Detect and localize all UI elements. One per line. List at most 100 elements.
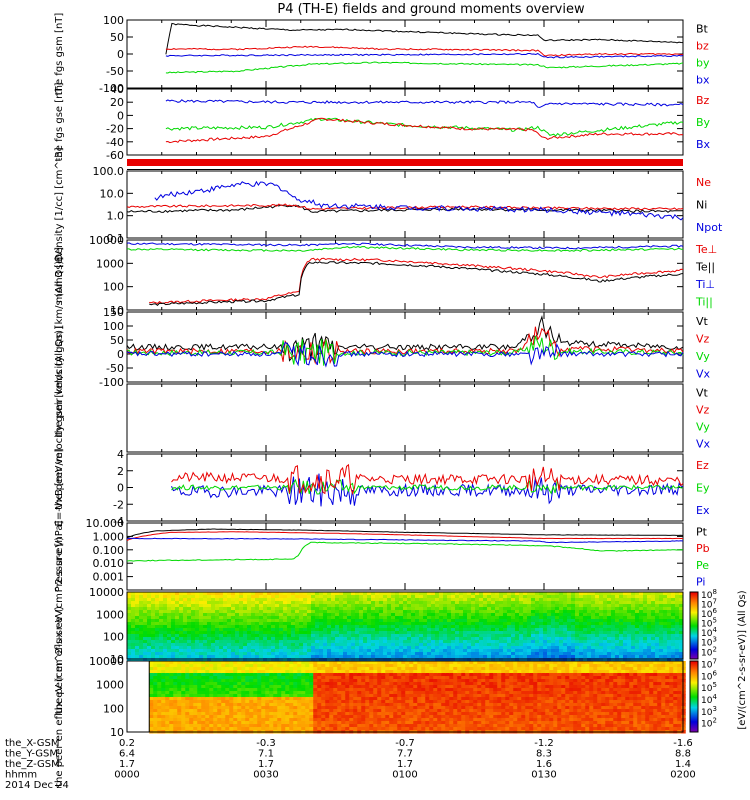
spectrogram-cell [263,592,268,596]
spectrogram-cell [253,679,258,683]
spectrogram-cell [205,718,210,722]
spectrogram-cell [161,685,166,689]
spectrogram-cell [627,601,632,605]
spectrogram-cell [491,637,496,641]
spectrogram-cell [503,655,508,659]
spectrogram-cell [391,607,396,611]
spectrogram-cell [619,595,624,599]
spectrogram-cell [219,592,224,596]
spectrogram-cell [233,700,238,704]
spectrogram-cell [607,613,612,617]
pt-line [126,528,684,539]
spectrogram-cell [651,616,656,620]
spectrogram-cell [567,628,572,632]
spectrogram-cell [423,649,428,653]
spectrogram-cell [603,628,608,632]
spectrogram-cell [215,604,220,608]
spectrogram-cell [391,652,396,656]
spectrogram-cell [555,592,560,596]
spectrogram-cell [283,613,288,617]
spectrogram-cell [213,721,218,725]
spectrogram-cell [471,610,476,614]
spectrogram-cell [371,643,376,647]
spectrogram-cell [531,598,536,602]
spectrogram-cell [335,622,340,626]
spectrogram-cell [149,697,154,701]
spectrogram-cell [261,670,266,674]
spectrogram-cell [611,628,616,632]
spectrogram-cell [229,706,234,710]
spectrogram-cell [167,643,172,647]
spectrogram-cell [399,631,404,635]
spectrogram-cell [153,718,158,722]
spectrogram-cell [173,679,178,683]
spectrogram-cell [173,667,178,671]
spectrogram-cell [535,649,540,653]
spectrogram-cell [263,637,268,641]
spectrogram-cell [173,709,178,713]
spectrogram-cell [349,679,354,683]
spectrogram-cell [179,640,184,644]
spectrogram-cell [235,658,240,662]
spectrogram-cell [255,625,260,629]
spectrogram-cell [159,640,164,644]
spectrogram-cell [165,679,170,683]
spectrogram-cell [211,601,216,605]
spectrogram-cell [579,613,584,617]
spectrogram-cell [269,703,274,707]
spectrogram-cell [651,610,656,614]
spectrogram-cell [419,640,424,644]
spectrogram-cell [225,685,230,689]
spectrogram-cell [195,649,200,653]
spectrogram-cell [289,673,294,677]
spectrogram-cell [351,607,356,611]
spectrogram-cell [371,610,376,614]
spectrogram-cell [571,646,576,650]
spectrogram-cell [127,607,132,611]
spectrogram-cell [639,652,644,656]
spectrogram-cell [265,688,270,692]
spectrogram-cell [467,610,472,614]
spectrogram-cell [607,622,612,626]
spectrogram-cell [567,640,572,644]
spectrogram-cell [149,664,154,668]
spectrogram-cell [211,610,216,614]
spectrogram-cell [165,682,170,686]
spectrogram-cell [159,595,164,599]
spectrogram-cell [215,634,220,638]
spectrogram-cell [291,592,296,596]
spectrogram-cell [387,610,392,614]
spectrogram-cell [243,643,248,647]
spectrogram-cell [427,640,432,644]
spectrogram-cell [301,673,306,677]
spectrogram-cell [359,610,364,614]
spectrogram-cell [511,637,516,641]
spectrogram-cell [353,703,358,707]
spectrogram-cell [551,658,556,662]
spectrogram-cell [559,595,564,599]
spectrogram-cell [667,628,672,632]
spectrogram-cell [353,712,358,716]
spectrogram-cell [667,613,672,617]
ytick-label: 0.1 [107,232,125,245]
spectrogram-cell [443,613,448,617]
spectrogram-cell [447,592,452,596]
spectrogram-cell [275,628,280,632]
spectrogram-cell [205,679,210,683]
spectrogram-cell [579,628,584,632]
spectrogram-cell [205,721,210,725]
spectrogram-cell [251,619,256,623]
spectrogram-cell [643,595,648,599]
spectrogram-cell [251,595,256,599]
spectrogram-cell [223,637,228,641]
spectrogram-cell [499,598,504,602]
spectrogram-cell [239,601,244,605]
spectrogram-cell [337,661,342,665]
spectrogram-cell [259,598,264,602]
spectrogram-cell [227,628,232,632]
spectrogram-cell [675,604,680,608]
spectrogram-cell [279,607,284,611]
spectrogram-cell [595,601,600,605]
spectrogram-cell [277,718,282,722]
spectrogram-cell [547,592,552,596]
